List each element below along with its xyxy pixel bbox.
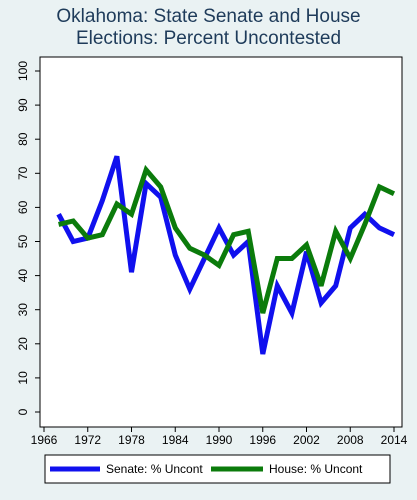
x-tick-label: 1978 bbox=[118, 433, 145, 447]
x-tick-label: 1972 bbox=[74, 433, 101, 447]
y-tick-label: 90 bbox=[16, 98, 30, 112]
y-tick-label: 70 bbox=[16, 166, 30, 180]
y-tick-label: 50 bbox=[16, 235, 30, 249]
x-tick-label: 1990 bbox=[206, 433, 233, 447]
x-tick-label: 2008 bbox=[337, 433, 364, 447]
y-tick-label: 10 bbox=[16, 371, 30, 385]
x-axis: 1966 1972 1978 1984 1990 1996 2002 2008 2014 bbox=[31, 427, 408, 447]
y-tick-label: 30 bbox=[16, 303, 30, 317]
legend-label: House: % Uncont bbox=[269, 462, 363, 476]
x-tick-label: 1996 bbox=[249, 433, 276, 447]
y-axis: 0 10 20 30 40 50 60 70 80 90 100 bbox=[16, 61, 40, 415]
x-tick-label: 1984 bbox=[162, 433, 189, 447]
y-tick-label: 60 bbox=[16, 200, 30, 214]
y-tick-label: 80 bbox=[16, 132, 30, 146]
x-tick-label: 1966 bbox=[31, 433, 58, 447]
chart-title-line-2: Elections: Percent Uncontested bbox=[75, 28, 342, 49]
series-line-senate bbox=[56, 155, 396, 355]
series-layer bbox=[56, 155, 396, 355]
y-tick-label: 100 bbox=[16, 61, 30, 81]
x-tick-label: 2014 bbox=[381, 433, 408, 447]
y-tick-label: 20 bbox=[16, 337, 30, 351]
chart-title-line-1: Oklahoma: State Senate and House bbox=[56, 6, 361, 27]
legend: Senate: % Uncont House: % Uncont bbox=[44, 454, 391, 484]
y-tick-label: 0 bbox=[16, 408, 30, 415]
x-tick-label: 2002 bbox=[293, 433, 320, 447]
chart-title: Oklahoma: State Senate and House Electio… bbox=[0, 6, 417, 50]
series-line-house bbox=[58, 164, 396, 314]
legend-label: Senate: % Uncont bbox=[106, 462, 203, 476]
y-tick-label: 40 bbox=[16, 269, 30, 283]
